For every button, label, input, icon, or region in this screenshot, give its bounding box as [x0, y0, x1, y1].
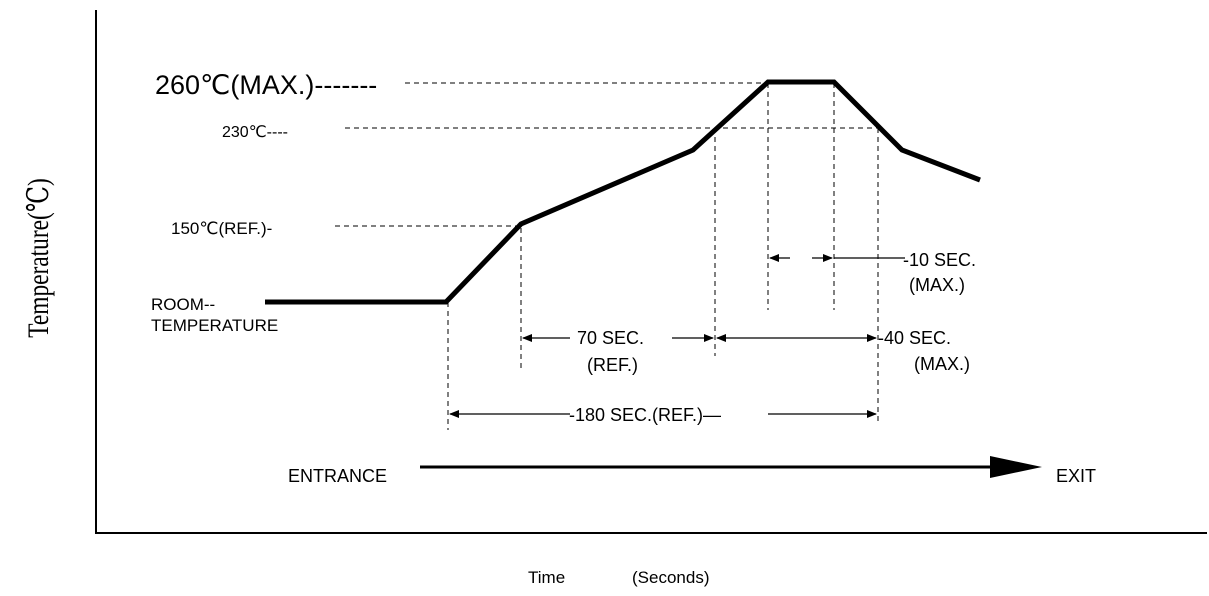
label-10sec-line1: -10 SEC.	[903, 250, 976, 270]
label-exit: EXIT	[1056, 466, 1096, 486]
label-150-ref: 150℃(REF.)-	[171, 219, 272, 238]
label-260-max: 260℃(MAX.)-------	[155, 70, 377, 100]
label-10sec-line2: (MAX.)	[909, 275, 965, 295]
label-room-temp-line1: ROOM--	[151, 295, 215, 314]
label-180sec: -180 SEC.(REF.)—	[569, 405, 721, 425]
label-70sec-line2: (REF.)	[587, 355, 638, 375]
y-axis-label: Temperature(℃)	[21, 178, 54, 338]
label-40sec-line2: (MAX.)	[914, 354, 970, 374]
time-reference-lines	[447, 83, 879, 430]
x-axis-label-time: Time	[528, 568, 565, 587]
dimension-arrows	[449, 254, 905, 418]
label-40sec-line1: -40 SEC.	[878, 328, 951, 348]
label-entrance: ENTRANCE	[288, 466, 387, 486]
label-room-temp-line2: TEMPERATURE	[151, 316, 278, 335]
label-230: 230℃----	[222, 124, 288, 141]
temperature-profile-curve	[265, 79, 981, 305]
temperature-reference-lines	[335, 82, 878, 227]
label-70sec-line1: 70 SEC.	[577, 328, 644, 348]
flow-arrow-head	[990, 456, 1042, 478]
x-axis-label-seconds: (Seconds)	[632, 568, 709, 587]
